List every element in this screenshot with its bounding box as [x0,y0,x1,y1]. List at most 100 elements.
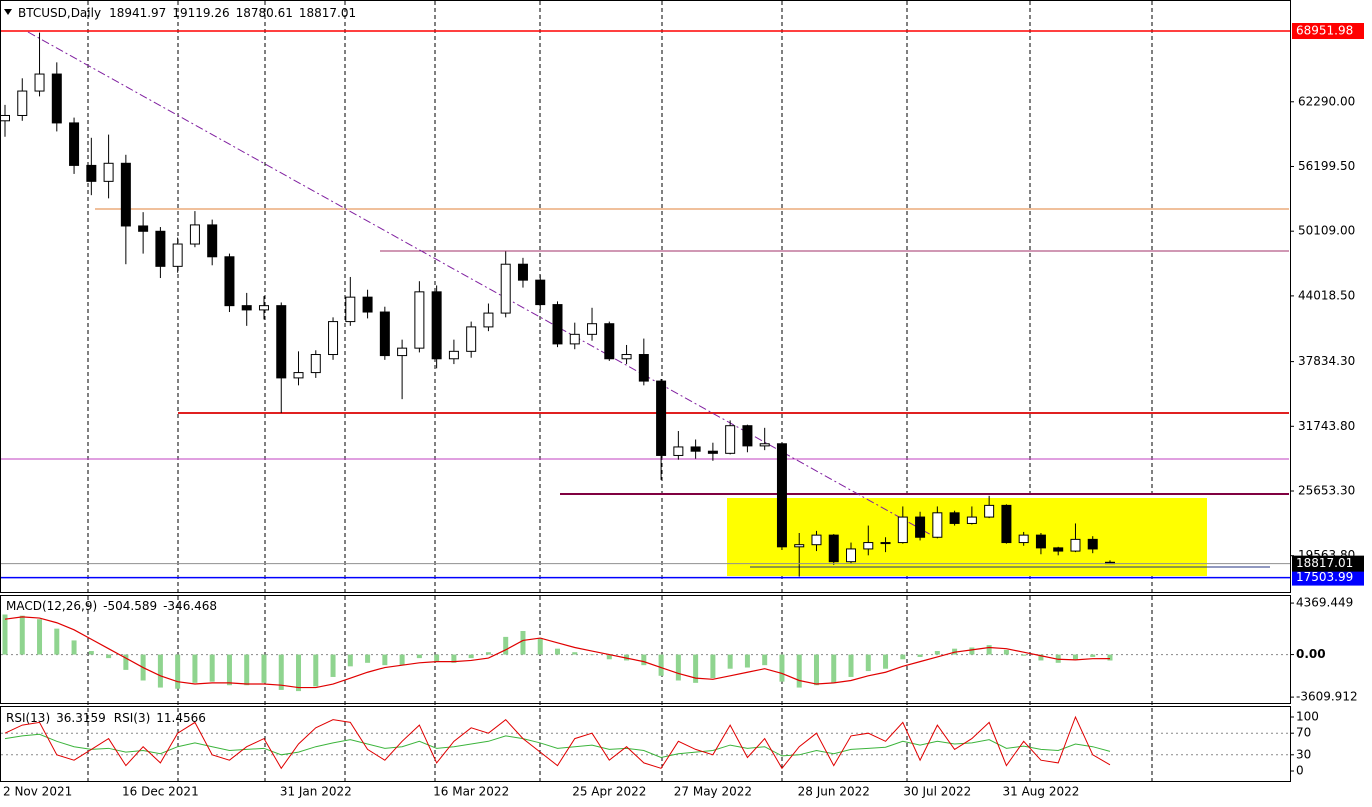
macd-bar [710,654,716,679]
y-tick-label: 44018.50 [1298,288,1355,302]
candle-body [258,305,269,311]
candle-body [587,323,598,335]
price-level-box [1292,569,1364,586]
legend-value: 36.3159 [56,711,106,725]
macd-bar [865,654,871,672]
x-tick-label: 25 Apr 2022 [572,785,646,799]
candle-body [138,225,149,232]
x-tick-label: 31 Jan 2022 [280,785,352,799]
range-box [727,498,1207,576]
candle-body [120,162,131,227]
macd-bar [641,654,647,666]
macd-bar [555,648,560,655]
candle-body [897,516,908,544]
x-tick-label: 28 Jun 2022 [798,785,870,799]
candle-body [1053,547,1064,552]
y-tick-label: 50109.00 [1298,224,1355,238]
candle-body [949,512,960,524]
y-tick-label: -3609.912 [1296,690,1358,704]
candle-body [483,312,494,328]
price-level-label: 68951.98 [1296,24,1353,38]
macd-bar [1038,654,1044,661]
candle-body [1001,504,1012,544]
candle-body [915,516,926,538]
y-tick-label: 31743.80 [1298,419,1355,433]
header-open: 18941.97 [109,6,166,20]
signal-value: -346.468 [163,599,217,613]
candle-body [1087,538,1098,550]
candle-body [828,534,839,563]
macd-bar [762,654,768,666]
candle-body [932,512,943,538]
y-tick-label: 0.00 [1296,647,1326,661]
candle-body [155,230,166,267]
header-close: 18817.01 [299,6,356,20]
y-tick-label: 30 [1296,747,1311,761]
candle-body [966,516,977,524]
macd-bar [831,654,837,683]
macd-bar [658,654,664,676]
symbol: BTCUSD,Daily [18,6,101,20]
macd-bar [883,654,889,669]
y-tick-label: 100 [1296,709,1319,723]
macd-bar [175,654,181,689]
macd-bar [296,654,302,692]
macd-bar [934,651,940,655]
candle-body [86,164,97,182]
macd-bar [19,615,25,655]
candle-body [1018,534,1029,544]
macd-bar [986,645,992,655]
macd-bar [848,654,854,677]
current-price-label: 18817.01 [1296,556,1353,570]
candle-body [552,304,563,345]
macd-bar [347,654,353,667]
y-tick-label: 4369.449 [1296,596,1353,610]
macd-panel-frame [0,595,1291,704]
candle-body [379,311,390,357]
macd-bar [244,654,250,686]
macd-bar [106,654,112,659]
candle-body [776,443,787,548]
candle-body [345,296,356,323]
candle-body [621,354,632,360]
macd-bar [399,654,405,666]
price-level-box [1292,23,1364,40]
candle-body [172,243,183,267]
macd-bar [313,654,319,687]
macd-bar [969,647,975,655]
candle-body [241,305,252,311]
macd-bar [451,654,457,663]
rsi-line [4,733,1111,759]
menu-arrow[interactable] [4,9,12,15]
candle-body [846,548,857,563]
candle-body [466,326,477,352]
macd-bar [416,654,422,659]
candle-body [17,90,28,116]
candle-body [103,162,114,182]
candle-body [500,263,511,314]
candle-body [0,114,10,122]
macd-bar [693,654,699,683]
macd-bar [330,654,336,677]
signal-line [4,616,1111,689]
y-tick-label: 25653.30 [1298,484,1355,498]
macd-bar [157,654,163,688]
macd-bar [2,614,8,655]
price-level-label: 17503.99 [1296,570,1353,584]
candle-body [794,544,805,548]
candle-body [535,279,546,306]
header-low: 18780.61 [236,6,293,20]
candle-body [328,321,339,356]
macd-bar [917,654,923,657]
macd-bar [192,654,198,683]
candle-body [569,333,580,345]
macd-bar [537,638,543,655]
macd-bar [1090,654,1096,657]
legend-name: RSI(3) [114,711,151,725]
rsi-panel-frame [0,706,1291,782]
y-tick-label: 70 [1296,726,1311,740]
vertical-grid [87,1,1153,781]
macd-bar [382,654,388,666]
